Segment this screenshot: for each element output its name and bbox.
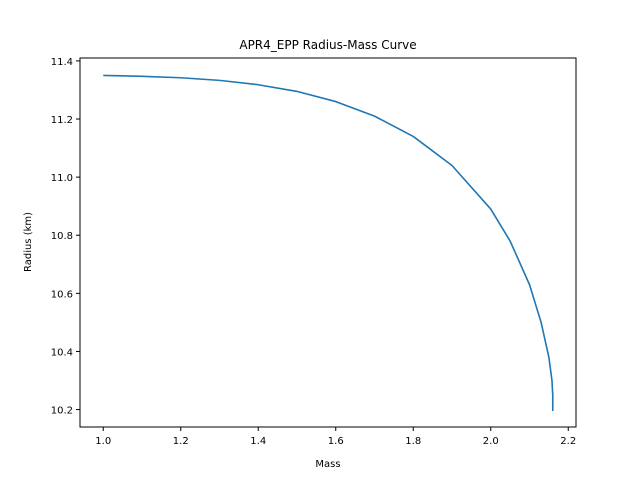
y-tick-label: 11.2: [51, 115, 73, 126]
x-tick-label: 1.0: [95, 436, 111, 447]
x-tick-label: 1.2: [173, 436, 189, 447]
plot-area-frame: [79, 57, 577, 428]
y-tick-label: 11.4: [51, 57, 73, 68]
y-tick-label: 10.6: [51, 289, 73, 300]
series-layer: [103, 74, 554, 412]
y-tick-label: 10.8: [51, 231, 73, 242]
y-tick-label: 11.0: [51, 173, 73, 184]
y-tick-label: 10.4: [51, 347, 73, 358]
radius-mass-series-line: [103, 74, 554, 412]
y-tick-label: 10.2: [51, 406, 73, 417]
y-axis-ticks: 10.2 10.4 10.6 10.8 11.0 11.2 11.4: [51, 57, 80, 417]
chart-title: APR4_EPP Radius-Mass Curve: [239, 38, 416, 52]
x-tick-label: 1.6: [328, 436, 344, 447]
x-axis-label: Mass: [315, 459, 340, 470]
x-tick-label: 2.2: [560, 436, 576, 447]
x-tick-label: 1.4: [250, 436, 266, 447]
x-axis-ticks: 1.0 1.2 1.4 1.6 1.8 2.0 2.2: [95, 427, 576, 447]
x-tick-label: 2.0: [483, 436, 499, 447]
y-axis-label: Radius (km): [23, 212, 34, 272]
x-tick-label: 1.8: [405, 436, 421, 447]
